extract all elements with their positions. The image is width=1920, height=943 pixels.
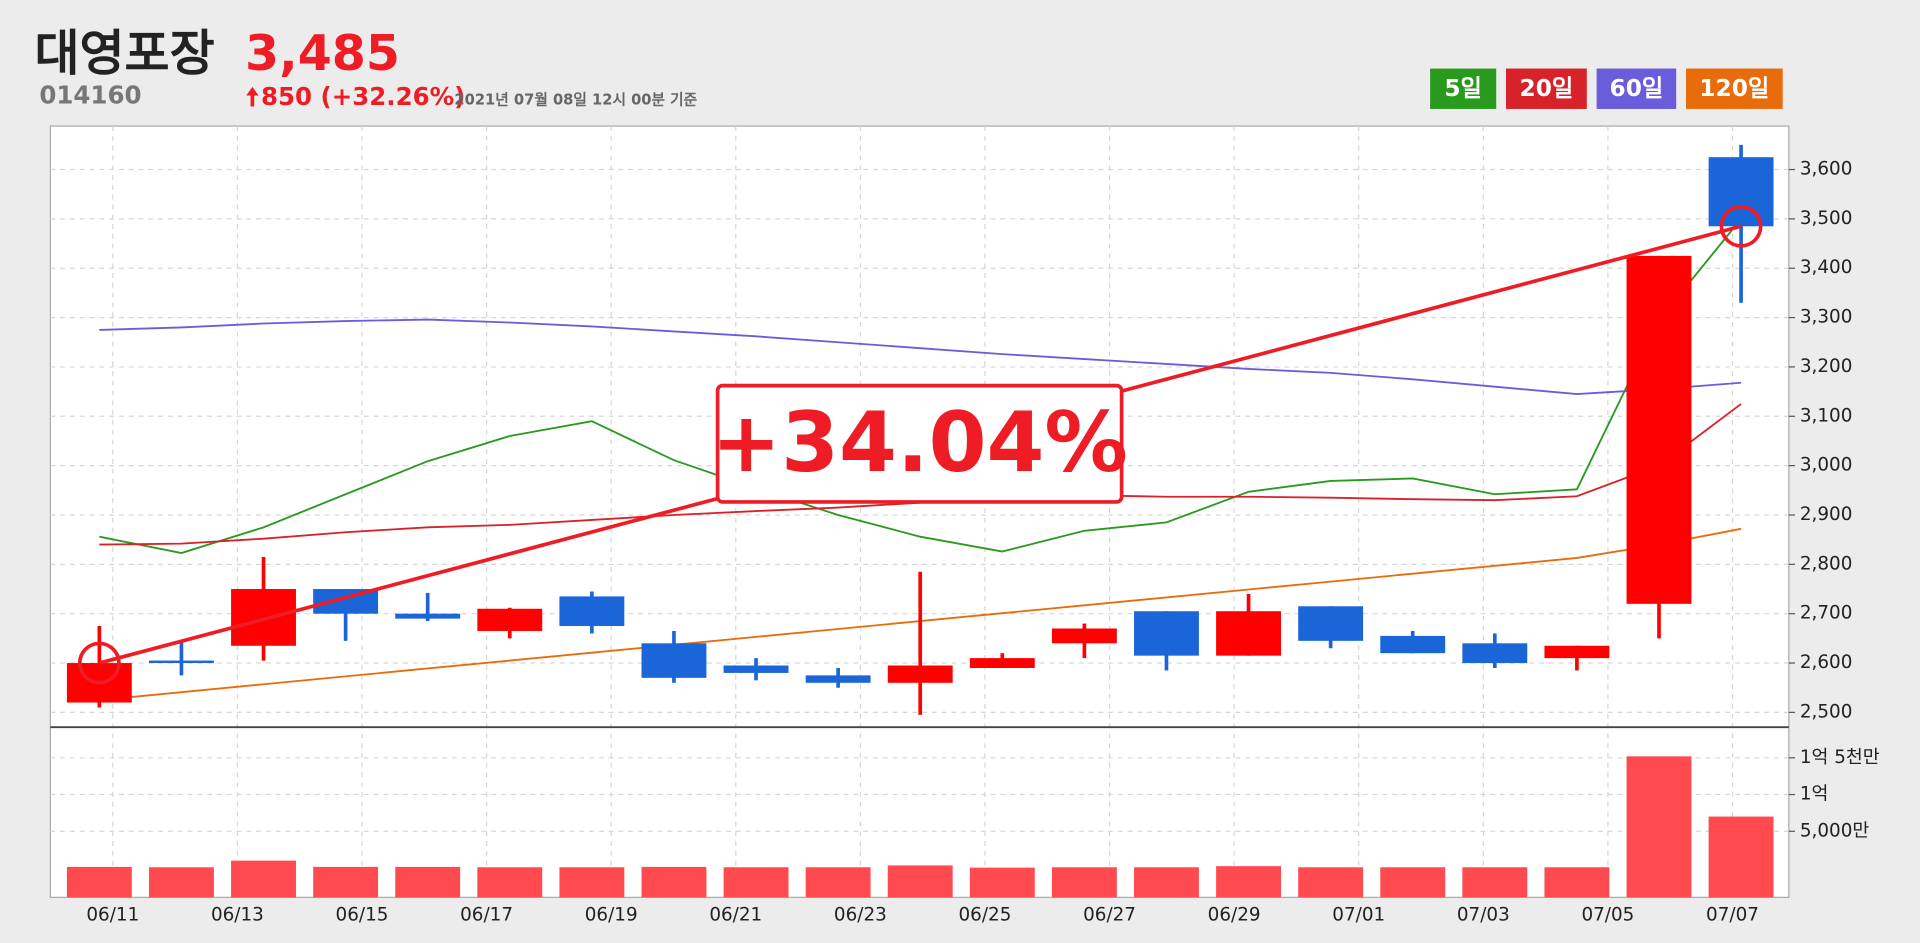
stock-price: 3,485 <box>245 25 400 82</box>
volume-bar <box>313 866 379 898</box>
volume-bar <box>1298 867 1364 898</box>
y-tick-label: 3,200 <box>1800 356 1853 377</box>
legend-button[interactable] <box>1506 68 1587 109</box>
candle-body <box>1462 643 1528 664</box>
y-tick-label: 3,400 <box>1800 257 1853 278</box>
x-tick-label: 07/01 <box>1332 905 1385 926</box>
volume-bar <box>477 867 543 898</box>
x-tick-label: 06/17 <box>460 905 513 926</box>
candle-body <box>1051 628 1117 644</box>
candle-body <box>395 613 461 619</box>
x-tick-label: 06/21 <box>709 905 762 926</box>
x-tick-label: 06/15 <box>336 905 389 926</box>
start-marker <box>77 641 121 685</box>
y-tick-label: 3,500 <box>1800 208 1853 229</box>
legend-button[interactable] <box>1685 68 1783 109</box>
legend-button[interactable] <box>1430 68 1497 109</box>
legend-button[interactable] <box>1596 68 1677 109</box>
volume-bar <box>1380 867 1446 898</box>
legend-label[interactable]: 20일 <box>1520 75 1574 102</box>
x-tick-label: 06/29 <box>1208 905 1261 926</box>
moving-average-line <box>99 318 1742 395</box>
volume-bar <box>969 867 1035 898</box>
volume-tick-label: 1억 <box>1800 784 1829 805</box>
y-tick-label: 3,000 <box>1800 455 1853 476</box>
candle-body <box>723 665 789 673</box>
annotation-text: +34.04% <box>711 394 1127 491</box>
end-marker <box>1719 204 1763 248</box>
candle-body <box>1708 157 1774 227</box>
stock-code: 014160 <box>39 81 141 110</box>
candle-body <box>641 643 707 678</box>
legend-label[interactable]: 5일 <box>1444 75 1482 102</box>
x-tick-label: 06/13 <box>211 905 264 926</box>
volume-bar <box>1626 756 1692 898</box>
plot-area <box>49 125 1790 898</box>
volume-bar <box>887 865 953 898</box>
annotation-box <box>715 383 1124 504</box>
volume-bar <box>723 867 789 898</box>
x-tick-label: 07/03 <box>1457 905 1510 926</box>
candle-body <box>231 589 296 646</box>
price-change: 850 (+32.26%) <box>261 82 465 111</box>
y-tick-label: 2,800 <box>1800 553 1853 574</box>
y-tick-label: 3,600 <box>1800 159 1853 180</box>
candle-body <box>887 665 953 683</box>
candle-body <box>969 658 1035 668</box>
x-tick-label: 06/23 <box>834 905 887 926</box>
candle-body <box>559 596 625 627</box>
x-tick-label: 06/27 <box>1083 905 1136 926</box>
volume-bar <box>231 860 296 898</box>
candle-body <box>477 608 543 631</box>
x-tick-label: 07/05 <box>1581 905 1634 926</box>
candle-body <box>1298 606 1364 641</box>
candle-body <box>1134 611 1199 656</box>
y-tick-label: 2,600 <box>1800 652 1853 673</box>
candle-body <box>1216 611 1281 656</box>
volume-bar <box>1544 867 1610 898</box>
volume-bar <box>1708 816 1774 898</box>
moving-average-line <box>99 218 1742 554</box>
volume-tick-label: 5,000만 <box>1800 820 1870 841</box>
y-tick-label: 3,100 <box>1800 405 1853 426</box>
legend-label[interactable]: 120일 <box>1699 75 1769 102</box>
volume-bar <box>1134 867 1199 898</box>
x-tick-label: 07/07 <box>1706 905 1759 926</box>
volume-bar <box>1216 866 1281 898</box>
volume-bar <box>641 866 707 898</box>
volume-bar <box>395 866 461 898</box>
timestamp: 2021년 07월 08일 12시 00분 기준 <box>454 91 697 108</box>
volume-bar <box>148 867 214 898</box>
candle-body <box>148 660 214 664</box>
x-tick-label: 06/25 <box>958 905 1011 926</box>
volume-bar <box>1462 867 1528 898</box>
volume-bar <box>1051 867 1117 898</box>
up-arrow <box>246 86 259 107</box>
candle-body <box>1626 255 1692 604</box>
y-tick-label: 2,700 <box>1800 603 1853 624</box>
volume-bar <box>559 867 625 898</box>
x-tick-label: 06/11 <box>86 905 139 926</box>
candle-body <box>805 675 871 683</box>
x-tick-label: 06/19 <box>585 905 638 926</box>
stock-name: 대영포장 <box>34 25 214 82</box>
candle-body <box>1544 645 1610 659</box>
y-tick-label: 2,900 <box>1800 504 1853 525</box>
volume-bar <box>66 866 132 898</box>
candle-body <box>1380 635 1446 654</box>
y-tick-label: 2,500 <box>1800 701 1853 722</box>
volume-bar <box>805 867 871 898</box>
legend-label[interactable]: 60일 <box>1610 75 1664 102</box>
volume-tick-label: 1억 5천만 <box>1800 747 1880 768</box>
y-tick-label: 3,300 <box>1800 307 1853 328</box>
